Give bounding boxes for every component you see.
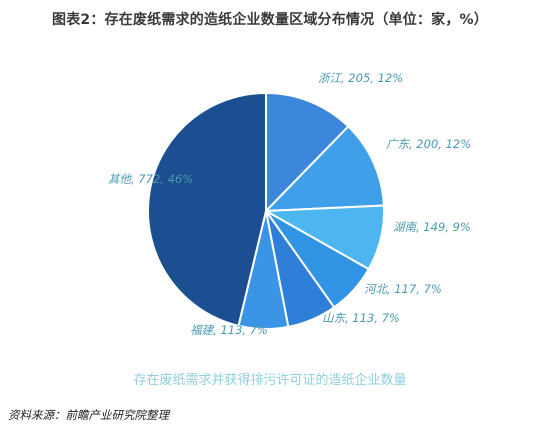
chart-title: 图表2：存在废纸需求的造纸企业数量区域分布情况（单位：家，%） <box>52 12 488 28</box>
slice-label-2: 广东, 200, 12% <box>386 137 471 151</box>
slice-label-7: 其他, 772, 46% <box>108 172 193 186</box>
slice-label-1: 浙江, 205, 12% <box>318 71 403 85</box>
source-note: 资料来源：前瞻产业研究院整理 <box>8 408 169 422</box>
slice-label-5: 山东, 113, 7% <box>322 311 400 325</box>
pie-slice-1 <box>265 91 350 214</box>
pie-labels: 浙江, 205, 12% 广东, 200, 12% 湖南, 149, 9% 河北, 1… <box>108 71 471 337</box>
pie-slice-7 <box>147 91 267 327</box>
slice-label-4: 河北, 117, 7% <box>364 282 442 296</box>
chart-caption: 存在废纸需求并获得排污许可证的造纸企业数量 <box>133 373 407 388</box>
slice-label-6: 福建, 113, 7% <box>190 323 268 337</box>
slice-label-3: 湖南, 149, 9% <box>393 220 471 234</box>
pie-slice-2 <box>263 125 385 213</box>
pie-slices <box>147 91 385 330</box>
